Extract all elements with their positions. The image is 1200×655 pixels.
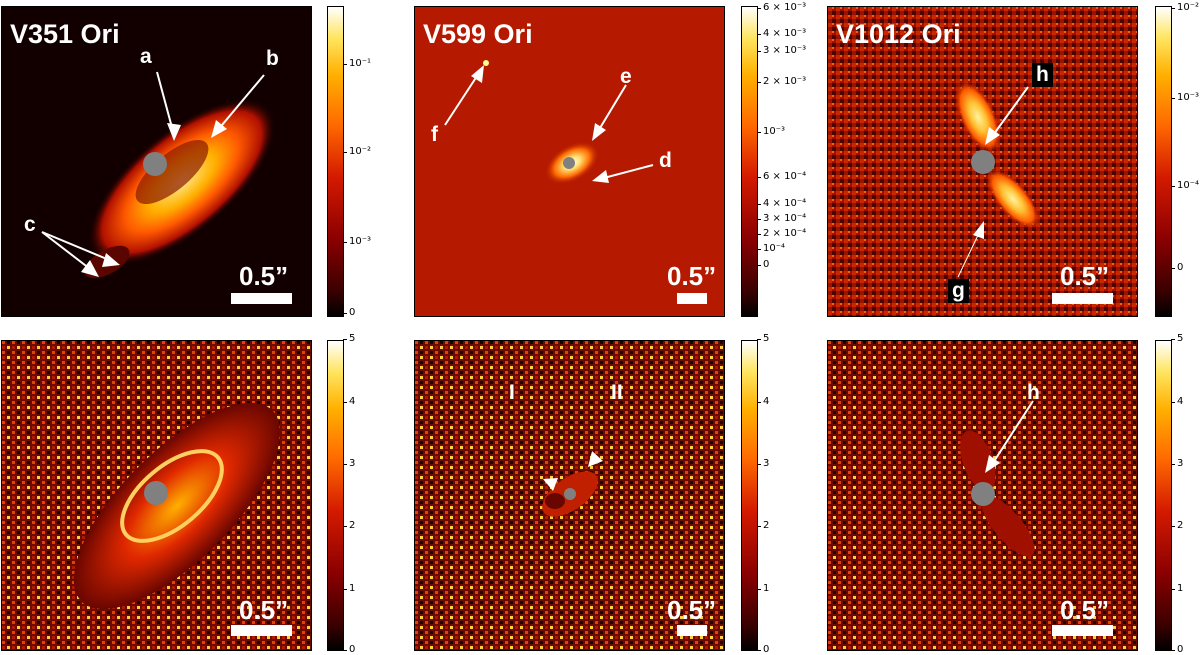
cbar-tick: 3 × 10⁻⁴ <box>756 213 807 224</box>
colorbar-bottom-right <box>1155 340 1172 651</box>
feature-label-b: b <box>266 47 279 70</box>
cbar-tick: 0 <box>1170 644 1184 655</box>
cbar-tick: 2 <box>342 520 356 531</box>
cbar-tick: 10⁻¹ <box>342 58 372 69</box>
scale-label: 0.5” <box>667 595 717 625</box>
panel-v599-ori-snr: I II 0.5” <box>414 340 725 651</box>
cbar-tick: 2 <box>756 520 770 531</box>
cbar-tick: 1 <box>1170 583 1184 594</box>
feature-label-d: d <box>659 149 672 172</box>
cbar-tick: 10⁻⁴ <box>756 243 786 254</box>
scale-bar <box>1052 293 1113 304</box>
cbar-tick: 4 <box>1170 396 1184 407</box>
panel-v599-ori-total: V599 Ori e f d 0.5” <box>414 6 725 317</box>
cbar-tick: 4 <box>342 396 356 407</box>
cbar-tick: 5 <box>1170 333 1184 344</box>
scale-label: 0.5” <box>667 261 717 291</box>
feature-label-e: e <box>620 65 632 88</box>
panel-v1012-ori-total: V1012 Ori h g 0.5” <box>827 6 1138 317</box>
cbar-tick: 5 <box>756 333 770 344</box>
cbar-tick: 4 <box>756 396 770 407</box>
scale-label: 0.5” <box>1060 261 1110 291</box>
feature-label-f: f <box>431 123 438 146</box>
cbar-tick: 1 <box>756 583 770 594</box>
cbar-tick: 2 × 10⁻³ <box>756 76 807 87</box>
cbar-tick: 0 <box>756 259 770 270</box>
feature-label-h: h <box>1027 381 1040 404</box>
panel-v1012-ori-snr: h 0.5” <box>827 340 1138 651</box>
feature-label-g: g <box>948 279 969 303</box>
colorbar-bottom-mid <box>741 340 758 651</box>
star-mask <box>563 157 575 169</box>
star-mask <box>971 150 995 174</box>
panel-v351-ori-total: V351 Ori a b c 0.5” <box>1 6 312 317</box>
scale-bar <box>677 293 707 304</box>
disk-image-v1012 <box>828 7 1137 316</box>
cbar-tick: 10⁻³ <box>342 236 372 247</box>
feature-label-i: I <box>509 381 515 404</box>
snr-image-v599 <box>415 341 724 650</box>
snr-image-v1012 <box>828 341 1137 650</box>
scale-bar <box>231 625 292 636</box>
colorbar-bottom-left <box>327 340 344 651</box>
cbar-tick: 10⁻⁴ <box>1170 180 1200 191</box>
panel-v351-ori-snr: 0.5” <box>1 340 312 651</box>
feature-label-a: a <box>140 45 152 68</box>
cbar-tick: 10⁻³ <box>756 126 786 137</box>
colorbar-top-mid <box>741 6 758 317</box>
cbar-tick: 10⁻² <box>1170 2 1200 13</box>
feature-label-h: h <box>1032 63 1053 87</box>
scale-bar <box>677 625 707 636</box>
cbar-tick: 0 <box>756 644 770 655</box>
colorbar-top-right <box>1155 6 1172 317</box>
cbar-tick: 6 × 10⁻³ <box>756 2 807 13</box>
scale-label: 0.5” <box>239 261 289 291</box>
cbar-tick: 0 <box>342 307 356 318</box>
panel-title: V351 Ori <box>10 19 120 49</box>
cbar-tick: 10⁻³ <box>1170 92 1200 103</box>
colorbar-top-left <box>327 6 344 317</box>
cbar-tick: 10⁻² <box>342 146 372 157</box>
cbar-tick: 3 × 10⁻³ <box>756 45 807 56</box>
cbar-tick: 2 <box>1170 520 1184 531</box>
cbar-tick: 0 <box>1170 262 1184 273</box>
cbar-tick: 4 × 10⁻³ <box>756 28 807 39</box>
scale-label: 0.5” <box>239 595 289 625</box>
scale-label: 0.5” <box>1060 595 1110 625</box>
cbar-tick: 5 <box>342 333 356 344</box>
panel-title: V1012 Ori <box>836 19 961 49</box>
cbar-tick: 1 <box>342 583 356 594</box>
cbar-tick: 3 <box>342 458 356 469</box>
star-mask <box>971 482 995 506</box>
cbar-tick: 3 <box>756 458 770 469</box>
star-mask <box>144 481 168 505</box>
feature-label-ii: II <box>611 381 623 404</box>
scale-bar <box>1052 625 1113 636</box>
snr-image-v351 <box>2 341 311 650</box>
star-mask <box>564 488 576 500</box>
cbar-tick: 4 × 10⁻⁴ <box>756 198 807 209</box>
cbar-tick: 2 × 10⁻⁴ <box>756 228 807 239</box>
cbar-tick: 3 <box>1170 458 1184 469</box>
disk-image-v599 <box>415 7 724 316</box>
cbar-tick: 6 × 10⁻⁴ <box>756 171 807 182</box>
scale-bar <box>231 293 292 304</box>
cbar-tick: 0 <box>342 644 356 655</box>
feature-label-c: c <box>24 213 36 236</box>
disk-image-v351 <box>2 7 311 316</box>
star-mask <box>143 152 167 176</box>
panel-title: V599 Ori <box>423 19 533 49</box>
